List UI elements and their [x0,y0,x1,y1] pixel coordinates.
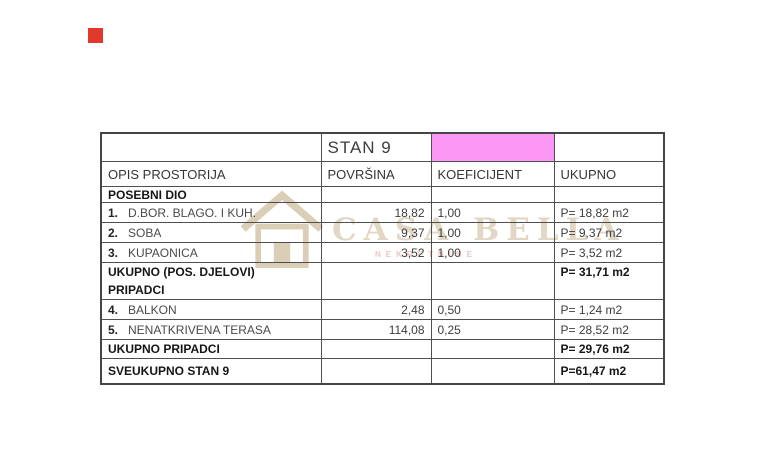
coef-value: 1,00 [430,202,555,223]
col-header-opis: OPIS PROSTORIJA [100,161,322,187]
empty-cell [320,186,432,203]
coef-value: 0,50 [430,299,555,320]
total-value: P= 1,24 m2 [553,299,665,320]
row-subtotal-posebni: UKUPNO (POS. DJELOVI) P= 31,71 m2 [100,262,665,281]
section1-label: POSEBNI DIO [100,186,322,203]
empty-cell [100,132,322,162]
row-subtotal-pripadci: UKUPNO PRIPADCI P= 29,76 m2 [100,339,665,359]
empty-cell [553,132,665,162]
area-table: STAN 9 OPIS PROSTORIJA POVRŠINA KOEFICIJ… [100,132,665,385]
area-value: 3,52 [320,242,432,263]
coef-value: 1,00 [430,222,555,243]
row-column-headers: OPIS PROSTORIJA POVRŠINA KOEFICIJENT UKU… [100,161,665,187]
total-value: P= 18,82 m2 [553,202,665,223]
empty-cell [553,281,665,300]
coef-value: 1,00 [430,242,555,263]
row-grand-total: SVEUKUPNO STAN 9 P=61,47 m2 [100,358,665,385]
row-section-pripadci: PRIPADCI [100,281,665,300]
row-number: 5. [108,322,119,337]
table-row: 1. D.BOR. BLAGO. I KUH. 18,82 1,00 P= 18,… [100,202,665,223]
col-header-ukupno: UKUPNO [553,161,665,187]
empty-cell [320,281,432,300]
total-value: P= 3,52 m2 [553,242,665,263]
row-number: 4. [108,302,119,317]
empty-cell [320,339,432,359]
col-header-koeficijent: KOEFICIJENT [430,161,555,187]
empty-cell [430,358,555,385]
room-name: NENATKRIVENA TERASA [128,322,271,337]
coef-value: 0,25 [430,319,555,340]
room-name: D.BOR. BLAGO. I KUH. [128,205,257,220]
empty-cell [430,186,555,203]
subtotal1-label: UKUPNO (POS. DJELOVI) [100,262,322,281]
subtotal2-total: P= 29,76 m2 [553,339,665,359]
room-name: BALKON [128,302,177,317]
empty-cell [320,358,432,385]
red-marker-square [88,28,103,43]
table-row: 3. KUPAONICA 3,52 1,00 P= 3,52 m2 [100,242,665,263]
area-value: 18,82 [320,202,432,223]
empty-cell [553,186,665,203]
room-name: SOBA [128,225,162,240]
table-row: 2. SOBA 9,37 1,00 P= 9,37 m2 [100,222,665,243]
table-row: 4. BALKON 2,48 0,50 P= 1,24 m2 [100,299,665,320]
area-value: 114,08 [320,319,432,340]
grand-total-value: P=61,47 m2 [553,358,665,385]
empty-cell [430,339,555,359]
row-number: 1. [108,205,119,220]
grand-total-label: SVEUKUPNO STAN 9 [100,358,322,385]
row-section-posebni-dio: POSEBNI DIO [100,186,665,203]
row-number: 2. [108,225,119,240]
room-name: KUPAONICA [128,245,198,260]
total-value: P= 28,52 m2 [553,319,665,340]
section2-label: PRIPADCI [100,281,322,300]
subtotal2-label: UKUPNO PRIPADCI [100,339,322,359]
pink-highlight-cell [430,132,555,162]
total-value: P= 9,37 m2 [553,222,665,243]
stan-title: STAN 9 [320,132,432,162]
area-value: 9,37 [320,222,432,243]
empty-cell [430,262,555,281]
empty-cell [430,281,555,300]
row-number: 3. [108,245,119,260]
col-header-povrsina: POVRŠINA [320,161,432,187]
empty-cell [320,262,432,281]
area-value: 2,48 [320,299,432,320]
subtotal1-total: P= 31,71 m2 [553,262,665,281]
row-stan-header: STAN 9 [100,132,665,162]
table-row: 5. NENATKRIVENA TERASA 114,08 0,25 P= 28,… [100,319,665,340]
